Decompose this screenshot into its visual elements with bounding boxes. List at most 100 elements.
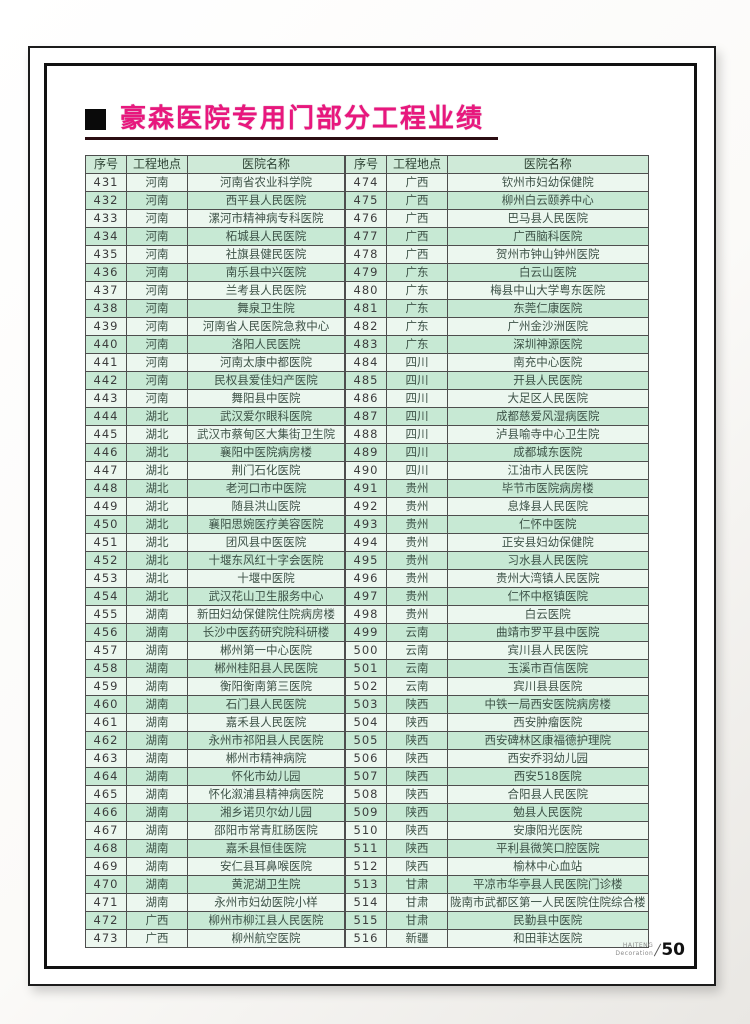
hospital-name-cell: 柳州市柳江县人民医院 [187, 911, 345, 930]
hospital-name-cell: 黄泥湖卫生院 [187, 875, 345, 894]
location-cell: 云南 [386, 641, 448, 660]
location-cell: 湖北 [126, 461, 188, 480]
location-cell: 湖北 [126, 515, 188, 534]
location-cell: 陕西 [386, 839, 448, 858]
location-cell: 湖南 [126, 713, 188, 732]
table-row: 509 陕西 勉县人民医院 [345, 803, 649, 822]
table-row: 475 广西 柳州白云颐养中心 [345, 191, 649, 210]
table-row: 508 陕西 合阳县人民医院 [345, 785, 649, 804]
serial-cell: 472 [85, 911, 127, 930]
serial-cell: 435 [85, 245, 127, 264]
hospital-name-cell: 河南省人民医院急救中心 [187, 317, 345, 336]
table-row: 439 河南 河南省人民医院急救中心 [85, 317, 345, 336]
table-row: 493 贵州 仁怀中医院 [345, 515, 649, 534]
serial-cell: 453 [85, 569, 127, 588]
table-row: 449 湖北 随县洪山医院 [85, 497, 345, 516]
location-cell: 湖南 [126, 785, 188, 804]
serial-cell: 458 [85, 659, 127, 678]
hospital-name-cell: 邵阳市常青肛肠医院 [187, 821, 345, 840]
hospital-name-cell: 郴州第一中心医院 [187, 641, 345, 660]
serial-cell: 511 [345, 839, 387, 858]
location-cell: 河南 [126, 389, 188, 408]
table-row: 462 湖南 永州市祁阳县人民医院 [85, 731, 345, 750]
hospital-name-cell: 仁怀中医院 [447, 515, 649, 534]
location-cell: 湖北 [126, 425, 188, 444]
serial-cell: 443 [85, 389, 127, 408]
serial-cell: 459 [85, 677, 127, 696]
serial-cell: 465 [85, 785, 127, 804]
location-cell: 甘肃 [386, 875, 448, 894]
serial-cell: 480 [345, 281, 387, 300]
table-header-row: 序号 工程地点 医院名称 [85, 155, 345, 174]
table-row: 495 贵州 习水县人民医院 [345, 551, 649, 570]
serial-cell: 486 [345, 389, 387, 408]
hospital-name-cell: 西安518医院 [447, 767, 649, 786]
location-cell: 云南 [386, 677, 448, 696]
serial-cell: 437 [85, 281, 127, 300]
hospital-name-cell: 广州金沙洲医院 [447, 317, 649, 336]
hospital-name-cell: 南乐县中兴医院 [187, 263, 345, 282]
serial-cell: 494 [345, 533, 387, 552]
serial-cell: 515 [345, 911, 387, 930]
table-row: 496 贵州 贵州大湾镇人民医院 [345, 569, 649, 588]
serial-cell: 476 [345, 209, 387, 228]
location-cell: 甘肃 [386, 911, 448, 930]
hospital-name-cell: 大足区人民医院 [447, 389, 649, 408]
table-row: 476 广西 巴马县人民医院 [345, 209, 649, 228]
location-cell: 贵州 [386, 497, 448, 516]
location-cell: 陕西 [386, 695, 448, 714]
serial-cell: 444 [85, 407, 127, 426]
serial-cell: 467 [85, 821, 127, 840]
table-row: 491 贵州 毕节市医院病房楼 [345, 479, 649, 498]
serial-cell: 492 [345, 497, 387, 516]
hospital-name-cell: 习水县人民医院 [447, 551, 649, 570]
location-cell: 陕西 [386, 803, 448, 822]
serial-cell: 482 [345, 317, 387, 336]
table-row: 437 河南 兰考县人民医院 [85, 281, 345, 300]
table-row: 499 云南 曲靖市罗平县中医院 [345, 623, 649, 642]
serial-cell: 457 [85, 641, 127, 660]
table-row: 512 陕西 榆林中心血站 [345, 857, 649, 876]
location-cell: 湖南 [126, 839, 188, 858]
serial-cell: 464 [85, 767, 127, 786]
serial-cell: 514 [345, 893, 387, 912]
location-cell: 河南 [126, 299, 188, 318]
table-row: 507 陕西 西安518医院 [345, 767, 649, 786]
table-row: 500 云南 宾川县人民医院 [345, 641, 649, 660]
table-row: 501 云南 玉溪市百信医院 [345, 659, 649, 678]
location-cell: 陕西 [386, 713, 448, 732]
table-row: 460 湖南 石门县人民医院 [85, 695, 345, 714]
location-cell: 河南 [126, 227, 188, 246]
hospital-name-cell: 南充中心医院 [447, 353, 649, 372]
inner-frame: 豪森医院专用门部分工程业绩 序号 工程地点 医院名称 431 河南 河南省农业科学院… [44, 63, 697, 969]
table-row: 504 陕西 西安肿瘤医院 [345, 713, 649, 732]
location-cell: 湖南 [126, 803, 188, 822]
table-row: 458 湖南 郴州桂阳县人民医院 [85, 659, 345, 678]
serial-cell: 449 [85, 497, 127, 516]
table-row: 494 贵州 正安县妇幼保健院 [345, 533, 649, 552]
black-square-bullet-icon [85, 109, 106, 131]
serial-cell: 513 [345, 875, 387, 894]
serial-cell: 448 [85, 479, 127, 498]
location-cell: 广西 [386, 245, 448, 264]
hospital-name-cell: 老河口市中医院 [187, 479, 345, 498]
serial-cell: 508 [345, 785, 387, 804]
hospital-name-cell: 怀化溆浦县精神病医院 [187, 785, 345, 804]
location-cell: 广西 [386, 173, 448, 192]
hospital-name-cell: 襄阳思婉医疗美容医院 [187, 515, 345, 534]
serial-cell: 451 [85, 533, 127, 552]
hospital-name-cell: 舞泉卫生院 [187, 299, 345, 318]
hospital-name-cell: 广西脑科医院 [447, 227, 649, 246]
hospital-name-cell: 梅县中山大学粤东医院 [447, 281, 649, 300]
location-cell: 河南 [126, 263, 188, 282]
location-cell: 四川 [386, 407, 448, 426]
location-cell: 河南 [126, 353, 188, 372]
table-row: 492 贵州 息烽县人民医院 [345, 497, 649, 516]
table-row: 513 甘肃 平凉市华亭县人民医院门诊楼 [345, 875, 649, 894]
hospital-name-cell: 河南省农业科学院 [187, 173, 345, 192]
hospital-name-cell: 榆林中心血站 [447, 857, 649, 876]
location-cell: 湖南 [126, 875, 188, 894]
hospital-name-cell: 十堰东风红十字会医院 [187, 551, 345, 570]
serial-cell: 479 [345, 263, 387, 282]
serial-cell: 504 [345, 713, 387, 732]
